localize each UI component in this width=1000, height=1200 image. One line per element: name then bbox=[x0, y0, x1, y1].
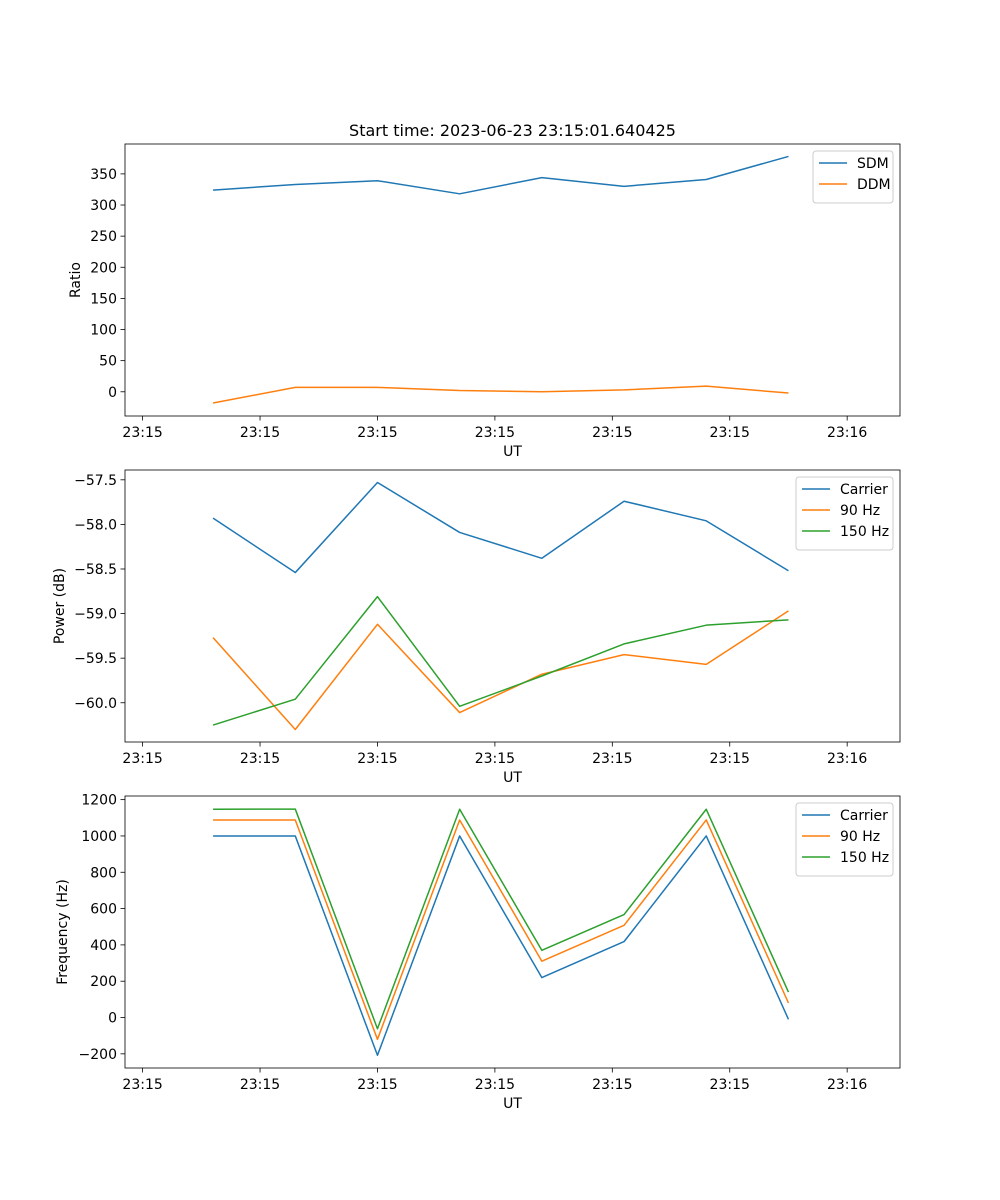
x-tick-label: 23:15 bbox=[592, 751, 632, 767]
y-tick-label: −60.0 bbox=[74, 696, 117, 712]
legend-label: Carrier bbox=[840, 808, 888, 824]
legend: Carrier 90 Hz 150 Hz bbox=[795, 802, 894, 877]
x-tick-label: 23:15 bbox=[475, 425, 515, 441]
x-tick-label: 23:15 bbox=[122, 1077, 162, 1093]
y-tick-label: 250 bbox=[90, 229, 117, 245]
x-tick-label: 23:15 bbox=[122, 751, 162, 767]
x-tick-label: 23:15 bbox=[475, 1077, 515, 1093]
y-tick-label: 200 bbox=[90, 974, 117, 990]
x-axis-label: UT bbox=[503, 770, 522, 786]
x-tick-label: 23:15 bbox=[357, 425, 397, 441]
y-tick-label: −59.0 bbox=[74, 607, 117, 623]
series-line-carrier bbox=[212, 481, 789, 574]
figure-title: Start time: 2023-06-23 23:15:01.640425 bbox=[349, 121, 676, 140]
legend-label: Carrier bbox=[840, 482, 888, 498]
series-line-sdm bbox=[213, 155, 789, 195]
y-tick-label: 1000 bbox=[81, 829, 117, 845]
x-tick-label: 23:15 bbox=[240, 1077, 280, 1093]
legend-label: 150 Hz bbox=[840, 524, 889, 540]
y-axis-label: Power (dB) bbox=[52, 568, 68, 644]
legend-label: 90 Hz bbox=[840, 829, 880, 845]
y-tick-label: 600 bbox=[90, 902, 117, 918]
x-axis-label: UT bbox=[503, 1096, 522, 1112]
y-tick-label: 0 bbox=[108, 1011, 117, 1027]
chart-panel-3: 23:15 23:15 23:15 23:15 23:15 23:15 23:16 −200 0… bbox=[55, 793, 901, 1112]
x-tick-label: 23:15 bbox=[710, 1077, 750, 1093]
legend-label: 150 Hz bbox=[840, 850, 889, 866]
y-tick-label: 300 bbox=[90, 198, 117, 214]
legend-label: SDM bbox=[857, 156, 889, 172]
legend: Carrier 90 Hz 150 Hz bbox=[795, 476, 894, 551]
x-tick-label: 23:15 bbox=[710, 425, 750, 441]
legend: SDM DDM bbox=[812, 150, 894, 204]
x-axis-label: UT bbox=[503, 444, 522, 460]
x-tick-label: 23:16 bbox=[827, 1077, 867, 1093]
y-tick-label: 1200 bbox=[81, 793, 117, 809]
x-tick-label: 23:15 bbox=[592, 1077, 632, 1093]
y-tick-label: 0 bbox=[108, 385, 117, 401]
series-line-ddm bbox=[212, 385, 789, 404]
y-tick-label: 400 bbox=[90, 938, 117, 954]
y-tick-label: 350 bbox=[90, 167, 117, 183]
x-tick-label: 23:16 bbox=[827, 751, 867, 767]
y-tick-label: 50 bbox=[99, 354, 117, 370]
x-tick-label: 23:15 bbox=[240, 425, 280, 441]
y-tick-label: −57.5 bbox=[74, 473, 117, 489]
x-tick-label: 23:15 bbox=[357, 751, 397, 767]
x-tick-label: 23:15 bbox=[710, 751, 750, 767]
axes-frame bbox=[124, 469, 901, 743]
legend-box bbox=[812, 150, 894, 204]
series-line-90-hz bbox=[212, 610, 789, 731]
chart-panel-2: 23:15 23:15 23:15 23:15 23:15 23:15 23:16 −60.0… bbox=[52, 469, 901, 786]
series-line-150-hz bbox=[212, 595, 789, 726]
y-tick-label: −200 bbox=[79, 1047, 117, 1063]
y-tick-label: −58.5 bbox=[74, 562, 117, 578]
y-axis-label: Frequency (Hz) bbox=[55, 879, 71, 985]
x-tick-label: 23:15 bbox=[475, 751, 515, 767]
y-tick-label: 800 bbox=[90, 865, 117, 881]
x-tick-label: 23:15 bbox=[122, 425, 162, 441]
series-line-150-hz bbox=[213, 808, 790, 1030]
x-tick-label: 23:15 bbox=[240, 751, 280, 767]
y-tick-label: −59.5 bbox=[74, 651, 117, 667]
axes-frame bbox=[124, 795, 901, 1069]
y-axis-label: Ratio bbox=[68, 262, 84, 298]
axes-frame bbox=[124, 143, 901, 417]
y-tick-label: 150 bbox=[90, 291, 117, 307]
y-tick-label: −58.0 bbox=[74, 517, 117, 533]
x-tick-label: 23:15 bbox=[357, 1077, 397, 1093]
series-line-carrier bbox=[213, 835, 790, 1057]
y-tick-label: 200 bbox=[90, 260, 117, 276]
y-tick-label: 100 bbox=[90, 323, 117, 339]
x-tick-label: 23:15 bbox=[592, 425, 632, 441]
series-line-90-hz bbox=[213, 819, 790, 1041]
legend-label: DDM bbox=[857, 177, 891, 193]
x-tick-label: 23:16 bbox=[827, 425, 867, 441]
chart-panel-1: 23:15 23:15 23:15 23:15 23:15 23:15 23:16 0 50 10… bbox=[68, 143, 901, 460]
legend-label: 90 Hz bbox=[840, 503, 880, 519]
